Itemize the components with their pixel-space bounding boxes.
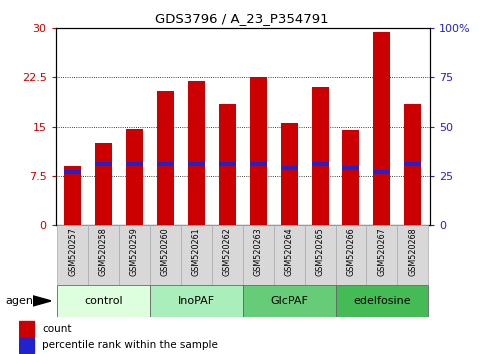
Bar bbox=[312, 87, 328, 225]
Bar bbox=[126, 162, 143, 166]
Bar bbox=[19, 321, 34, 337]
Bar bbox=[274, 225, 305, 285]
Polygon shape bbox=[33, 296, 51, 306]
Bar bbox=[126, 129, 143, 225]
Bar bbox=[219, 104, 236, 225]
Text: GSM520266: GSM520266 bbox=[346, 227, 355, 276]
Text: agent: agent bbox=[6, 296, 38, 306]
Bar bbox=[95, 162, 112, 166]
Bar bbox=[250, 78, 267, 225]
Text: edelfosine: edelfosine bbox=[353, 296, 411, 306]
Text: GSM520257: GSM520257 bbox=[68, 227, 77, 276]
Text: percentile rank within the sample: percentile rank within the sample bbox=[42, 340, 218, 350]
Text: GDS3796 / A_23_P354791: GDS3796 / A_23_P354791 bbox=[155, 12, 328, 25]
Text: GSM520262: GSM520262 bbox=[223, 227, 232, 276]
Bar bbox=[305, 225, 336, 285]
Text: GSM520259: GSM520259 bbox=[130, 227, 139, 276]
Bar bbox=[150, 225, 181, 285]
Bar bbox=[188, 81, 205, 225]
Bar bbox=[64, 170, 81, 173]
Text: GSM520265: GSM520265 bbox=[315, 227, 325, 276]
Text: GSM520268: GSM520268 bbox=[408, 227, 417, 276]
Bar bbox=[342, 130, 359, 225]
Text: GSM520261: GSM520261 bbox=[192, 227, 201, 276]
Bar bbox=[157, 162, 174, 166]
Text: InoPAF: InoPAF bbox=[178, 296, 215, 306]
Bar bbox=[250, 162, 267, 166]
Bar bbox=[342, 166, 359, 170]
Bar bbox=[64, 166, 81, 225]
Text: control: control bbox=[84, 296, 123, 306]
Bar bbox=[181, 225, 212, 285]
Bar bbox=[312, 162, 328, 166]
Text: GSM520258: GSM520258 bbox=[99, 227, 108, 276]
Bar bbox=[336, 285, 428, 317]
Bar bbox=[188, 162, 205, 166]
Bar bbox=[242, 285, 336, 317]
Bar bbox=[398, 225, 428, 285]
Bar bbox=[336, 225, 367, 285]
Bar bbox=[19, 338, 34, 353]
Text: GSM520263: GSM520263 bbox=[254, 227, 263, 276]
Bar bbox=[150, 285, 242, 317]
Bar bbox=[219, 162, 236, 166]
Bar bbox=[119, 225, 150, 285]
Text: GSM520264: GSM520264 bbox=[284, 227, 294, 276]
Bar bbox=[57, 285, 150, 317]
Text: GSM520260: GSM520260 bbox=[161, 227, 170, 276]
Bar bbox=[373, 170, 390, 173]
Bar bbox=[404, 162, 421, 166]
Bar bbox=[373, 32, 390, 225]
Bar bbox=[88, 225, 119, 285]
Bar bbox=[95, 143, 112, 225]
Text: count: count bbox=[42, 324, 71, 334]
Bar bbox=[281, 123, 298, 225]
Bar bbox=[404, 104, 421, 225]
Bar bbox=[242, 225, 274, 285]
Bar bbox=[212, 225, 242, 285]
Bar bbox=[367, 225, 398, 285]
Bar bbox=[157, 91, 174, 225]
Bar bbox=[57, 225, 88, 285]
Bar bbox=[281, 166, 298, 170]
Text: GlcPAF: GlcPAF bbox=[270, 296, 308, 306]
Text: GSM520267: GSM520267 bbox=[377, 227, 386, 276]
